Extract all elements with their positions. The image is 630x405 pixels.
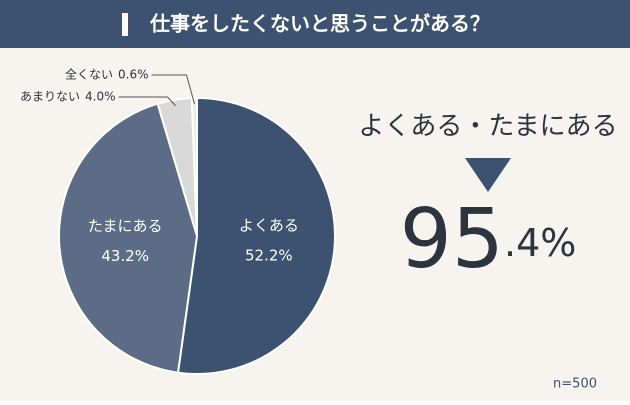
slice-value: 52.2% xyxy=(245,246,293,264)
note: n=500 xyxy=(553,377,597,392)
slice-label: よくある xyxy=(239,216,299,234)
chart-title: 仕事をしたくないと思うことがある？ xyxy=(149,12,490,36)
pie-slice xyxy=(190,96,198,237)
leader-line xyxy=(151,74,195,105)
summary-value: 95 xyxy=(400,192,504,287)
header xyxy=(0,0,630,48)
pie-slice xyxy=(58,102,199,374)
pie-slice xyxy=(176,96,336,375)
summary: 95.4% xyxy=(400,192,577,287)
slice-label: たまにある xyxy=(88,217,163,235)
slice-value: 4.0% xyxy=(85,90,116,104)
arrow xyxy=(465,158,511,192)
slice-value: 0.6% xyxy=(118,68,149,82)
slice-value: 43.2% xyxy=(101,247,149,265)
slice-label: 全くない xyxy=(65,67,113,82)
summary-suffix: .4% xyxy=(504,221,576,265)
leader-line xyxy=(118,96,176,107)
annotation: よくある・たまにある xyxy=(358,112,617,142)
slice-label: あまりない xyxy=(20,90,80,104)
header-bar xyxy=(122,13,128,36)
